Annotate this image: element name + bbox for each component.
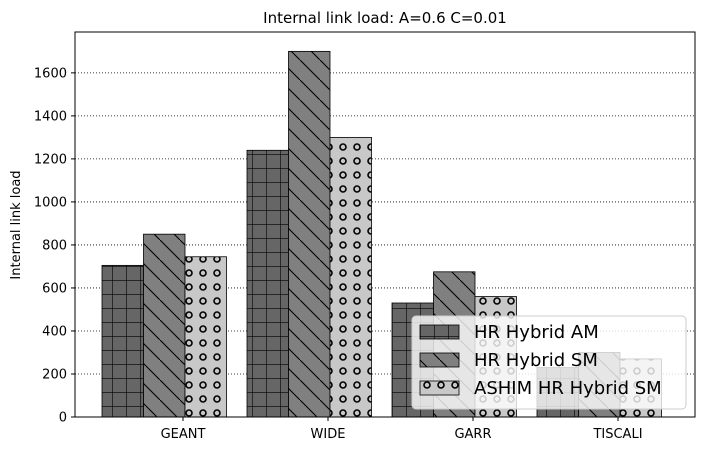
y-tick-label: 200 [42,367,67,382]
y-tick-label: 1000 [34,195,67,210]
plot-frame [74,31,696,418]
legend-swatch-hatch [419,324,460,340]
x-tick-label: GARR [454,427,491,442]
legend-box [411,315,687,410]
legend-label: HR Hybrid AM [474,322,599,343]
y-tick-label: 800 [42,238,67,253]
chart-title: Internal link load: A=0.6 C=0.01 [263,9,507,27]
x-axis-ticks: GEANT WIDE GARR TISCALI [161,417,643,442]
bar-hatch [143,233,186,418]
bar-hatch [246,149,289,418]
legend: HR Hybrid AM HR Hybrid SM ASHIM HR Hybrid … [411,315,687,410]
bar-hatch [184,256,227,418]
x-tick-label: WIDE [311,427,346,442]
y-axis-ticks: 0 200 400 600 800 1000 1200 1400 1600 [34,66,75,426]
legend-label: HR Hybrid SM [474,350,598,371]
y-tick-label: 0 [59,411,67,426]
legend-label: ASHIM HR Hybrid SM [474,378,662,399]
y-tick-label: 1600 [34,66,67,81]
legend-swatch-hatch [419,380,460,396]
bar-hatch [329,136,372,418]
x-tick-label: TISCALI [592,427,642,442]
y-axis-label: Internal link load [9,170,24,279]
bar-hatch [101,264,144,418]
bar-hatch [288,50,331,418]
legend-swatch-hatch [419,352,460,368]
y-tick-label: 600 [42,281,67,296]
y-tick-label: 400 [42,324,67,339]
y-tick-label: 1200 [34,152,67,167]
x-tick-label: GEANT [161,427,206,442]
y-tick-label: 1400 [34,109,67,124]
